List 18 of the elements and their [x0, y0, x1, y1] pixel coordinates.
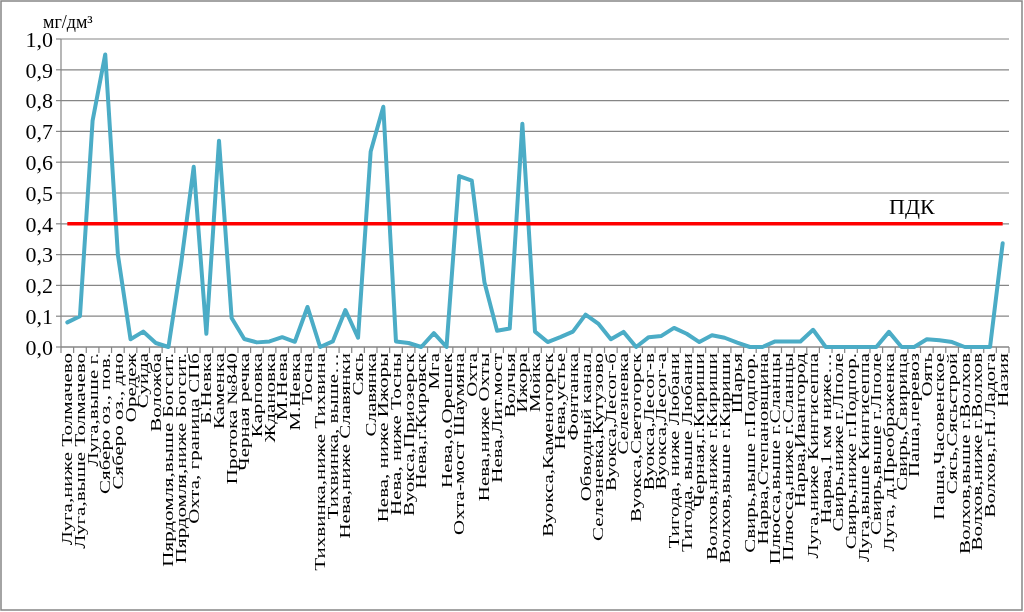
y-tick-label: 0,3: [25, 242, 53, 268]
y-tick-label: 0,1: [25, 303, 53, 329]
y-tick-label: 0,8: [25, 88, 53, 114]
y-tick-label: 0,9: [25, 57, 53, 83]
y-tick-label: 0,5: [25, 180, 53, 206]
x-tick-label: Вуокса,Светогорск: [628, 352, 645, 522]
x-tick-label: Луга,ниже Толмачево: [59, 352, 76, 546]
ref-line-label: ПДК: [889, 193, 935, 219]
y-tick-label: 0,7: [25, 119, 53, 145]
x-tick-label: Мга: [426, 352, 443, 390]
y-axis-title: мг/дм³: [43, 12, 94, 32]
y-tick-label: 0,6: [25, 149, 53, 175]
y-tick-label: 0,2: [25, 273, 53, 299]
x-tick-label: Пярдомля,выше Богсит.: [160, 353, 177, 567]
y-tick-label: 0,0: [25, 334, 53, 360]
x-tick-label: Каменка: [211, 352, 228, 430]
y-tick-label: 0,4: [25, 211, 53, 237]
line-series: [65, 52, 1005, 349]
